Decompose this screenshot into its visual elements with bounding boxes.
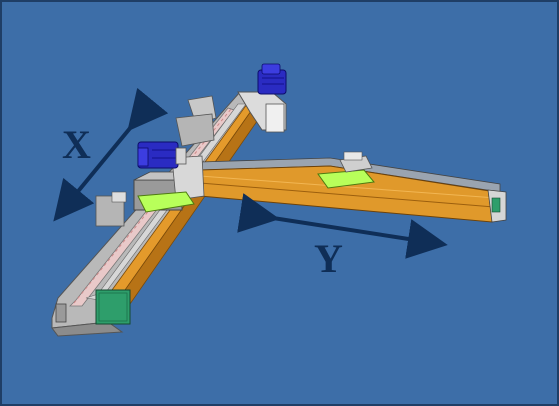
junction-upright bbox=[171, 155, 205, 201]
x-motor-icon bbox=[257, 63, 287, 95]
y-axis-beam bbox=[199, 151, 507, 223]
x-far-cover bbox=[265, 103, 285, 133]
x-axis-label: X bbox=[62, 122, 91, 167]
x-end-plate-green bbox=[95, 289, 131, 325]
y-carriage-cap bbox=[343, 151, 363, 161]
x-far-end bbox=[175, 63, 287, 147]
junction-lower-cap bbox=[111, 191, 127, 203]
y-motor-icon bbox=[137, 141, 187, 169]
y-axis-label: Y bbox=[314, 236, 343, 281]
x-axis-arrow bbox=[53, 87, 169, 222]
x-end-block bbox=[55, 303, 67, 323]
x-mid-bracket-lower bbox=[175, 113, 215, 147]
x-end-plate-inner bbox=[98, 292, 128, 322]
y-axis-arrow bbox=[237, 193, 448, 259]
x-base-plate-edge bbox=[51, 321, 124, 337]
y-end-cap-green bbox=[491, 197, 501, 213]
